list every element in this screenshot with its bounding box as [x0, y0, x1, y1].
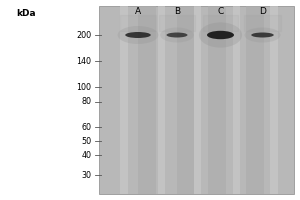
Text: 50: 50 [81, 136, 92, 146]
Ellipse shape [118, 26, 158, 44]
Ellipse shape [199, 22, 242, 48]
Bar [246, 6, 264, 194]
Ellipse shape [244, 27, 280, 43]
Bar [158, 6, 165, 194]
Bar [270, 6, 278, 194]
Text: 200: 200 [76, 30, 92, 40]
Ellipse shape [160, 27, 194, 43]
Text: B: B [174, 7, 180, 17]
Text: 100: 100 [76, 83, 92, 92]
Bar [0, 0, 96, 200]
Text: 30: 30 [82, 170, 92, 180]
Bar [194, 6, 201, 194]
Bar [99, 6, 294, 194]
Ellipse shape [167, 32, 188, 38]
Bar [120, 6, 127, 194]
Text: D: D [259, 7, 266, 17]
Bar [232, 6, 240, 194]
Text: 140: 140 [76, 56, 92, 66]
Text: A: A [135, 7, 141, 17]
Text: 60: 60 [82, 122, 92, 132]
Ellipse shape [125, 32, 151, 38]
Text: C: C [218, 7, 224, 17]
Ellipse shape [207, 31, 234, 39]
Bar [138, 6, 156, 194]
Bar [208, 6, 226, 194]
Ellipse shape [251, 32, 274, 38]
Text: kDa: kDa [16, 9, 36, 18]
Text: 80: 80 [82, 98, 92, 106]
Bar [177, 6, 194, 194]
Text: 40: 40 [82, 150, 92, 160]
